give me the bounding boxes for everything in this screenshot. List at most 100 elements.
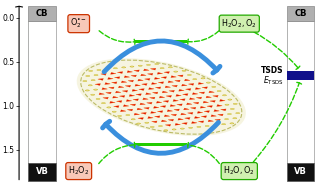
Polygon shape [213, 95, 218, 97]
Polygon shape [188, 83, 194, 85]
Polygon shape [146, 93, 151, 95]
Polygon shape [139, 89, 144, 91]
Polygon shape [115, 91, 121, 93]
Bar [287, 163, 314, 181]
Polygon shape [105, 83, 110, 84]
Polygon shape [123, 105, 129, 107]
Polygon shape [135, 84, 141, 86]
Circle shape [193, 79, 197, 80]
Polygon shape [127, 109, 133, 111]
Circle shape [126, 115, 130, 116]
Polygon shape [141, 74, 146, 76]
Polygon shape [192, 122, 197, 123]
Bar [28, 21, 29, 163]
Circle shape [164, 130, 168, 131]
Circle shape [112, 111, 116, 112]
Polygon shape [203, 101, 209, 103]
Polygon shape [167, 110, 173, 112]
Polygon shape [172, 85, 177, 87]
Text: TSDS: TSDS [261, 66, 284, 75]
Polygon shape [157, 111, 163, 113]
Bar [28, 21, 29, 163]
Bar [28, 21, 29, 163]
Bar [28, 21, 29, 163]
Polygon shape [166, 95, 172, 97]
Bar [28, 21, 29, 163]
Bar [28, 21, 29, 163]
Polygon shape [121, 81, 127, 83]
Bar [28, 21, 29, 163]
Text: $E_{\mathrm{TSDS}}$: $E_{\mathrm{TSDS}}$ [263, 74, 284, 87]
Polygon shape [151, 121, 157, 123]
Bar [28, 21, 29, 163]
Polygon shape [182, 123, 187, 125]
Polygon shape [185, 88, 191, 90]
Circle shape [225, 119, 229, 120]
Polygon shape [119, 95, 125, 97]
Polygon shape [169, 90, 175, 92]
Polygon shape [148, 117, 153, 119]
Bar [28, 21, 29, 163]
Circle shape [233, 103, 237, 104]
Polygon shape [214, 110, 219, 112]
Polygon shape [153, 106, 159, 108]
Polygon shape [146, 102, 152, 104]
Polygon shape [112, 82, 117, 84]
Polygon shape [178, 118, 183, 120]
Polygon shape [184, 79, 190, 81]
Circle shape [96, 98, 100, 100]
Polygon shape [181, 113, 186, 115]
Bar [28, 21, 29, 163]
Polygon shape [220, 109, 226, 111]
Polygon shape [162, 91, 168, 93]
Polygon shape [201, 116, 207, 118]
Polygon shape [157, 72, 163, 74]
Polygon shape [200, 106, 206, 108]
Bar [28, 21, 29, 163]
Circle shape [187, 74, 191, 76]
Bar [28, 21, 29, 163]
Polygon shape [126, 100, 132, 101]
Polygon shape [178, 75, 183, 77]
Bar [28, 21, 29, 163]
Polygon shape [161, 120, 167, 122]
Polygon shape [204, 111, 210, 112]
Circle shape [150, 126, 154, 128]
Polygon shape [140, 103, 146, 105]
Circle shape [228, 99, 232, 100]
Circle shape [180, 128, 184, 129]
Polygon shape [168, 119, 174, 121]
Polygon shape [120, 110, 126, 112]
Bar [28, 21, 29, 163]
Bar [28, 6, 56, 21]
Circle shape [85, 90, 89, 91]
Circle shape [168, 67, 172, 68]
Polygon shape [182, 94, 188, 96]
Polygon shape [151, 112, 156, 113]
Bar [28, 21, 29, 163]
Bar [28, 21, 29, 163]
Circle shape [230, 108, 234, 109]
Polygon shape [179, 89, 184, 91]
Polygon shape [156, 101, 162, 103]
Polygon shape [164, 115, 170, 117]
Polygon shape [170, 105, 176, 107]
Bar [28, 21, 29, 163]
Circle shape [172, 129, 176, 130]
Polygon shape [111, 72, 116, 74]
Circle shape [189, 127, 193, 128]
Polygon shape [184, 108, 189, 110]
Polygon shape [109, 87, 114, 89]
Polygon shape [131, 75, 136, 77]
Polygon shape [101, 73, 106, 75]
Text: $\mathrm{H_2O, O_2}$: $\mathrm{H_2O, O_2}$ [223, 165, 255, 177]
Polygon shape [151, 83, 157, 84]
Circle shape [233, 118, 237, 119]
Circle shape [105, 69, 109, 70]
Bar [28, 21, 29, 163]
Polygon shape [173, 100, 179, 101]
Polygon shape [192, 93, 198, 94]
Circle shape [131, 119, 135, 120]
Polygon shape [197, 111, 203, 113]
Bar [28, 21, 29, 163]
